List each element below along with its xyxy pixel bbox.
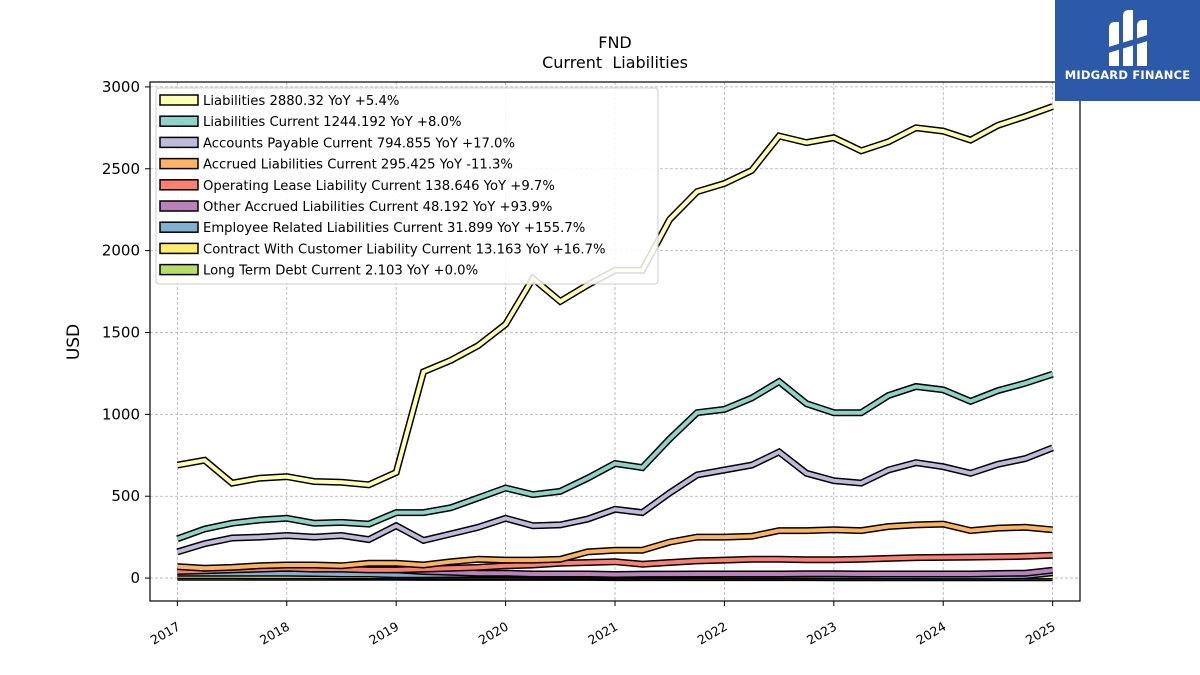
x-tick-label: 2023 [804,619,839,648]
legend-box [155,87,659,285]
y-tick-label: 3000 [102,78,140,96]
chart-title: FND [598,33,632,52]
legend-label: Liabilities Current 1244.192 YoY +8.0% [203,115,461,130]
legend-swatch [159,94,199,106]
legend-swatch [159,179,199,191]
legend-swatch [159,242,199,255]
y-tick-label: 1500 [102,323,140,341]
legend-swatch [159,115,199,127]
legend-label: Operating Lease Liability Current 138.64… [203,179,555,194]
series-line [177,553,1053,574]
series-operating-lease-liability-current [177,551,1053,575]
y-tick-label: 2000 [102,242,140,260]
brand-logo: MIDGARD FINANCE [1055,0,1200,101]
x-tick-label: 2020 [476,619,511,648]
brand-name: MIDGARD FINANCE [1064,68,1191,82]
legend-label: Accounts Payable Current 794.855 YoY +17… [203,136,515,151]
legend-swatch [159,263,199,276]
legend-swatch [159,221,199,233]
legend-label: Accrued Liabilities Current 295.425 YoY … [203,158,513,173]
legend: Liabilities 2880.32 YoY +5.4% Liabilities… [155,87,659,285]
x-tick-label: 2017 [148,619,183,648]
x-tick-label: 2024 [913,619,948,648]
x-tick-label: 2022 [695,619,730,648]
x-tick-label: 2019 [366,619,401,648]
x-tick-label: 2025 [1023,619,1058,648]
series-line [177,522,1053,571]
y-tick-label: 500 [111,487,140,505]
brand-mark-icon [1105,10,1151,66]
x-tick-label: 2021 [585,619,620,648]
y-axis: 0 500 1000 1500 2000 2500 3000 [102,78,150,587]
series-line [176,446,1054,554]
chart-subtitle: Current Liabilities [542,53,688,72]
legend-label: Employee Related Liabilities Current 31.… [203,221,585,236]
series-accounts-payable-current [176,444,1054,556]
y-tick-label: 0 [130,569,140,587]
legend-label: Liabilities 2880.32 YoY +5.4% [203,94,399,109]
legend-swatch [159,200,199,212]
series-liabilities-current [176,370,1054,543]
legend-swatch [159,157,199,170]
y-axis-label: USD [64,324,84,360]
legend-label: Contract With Customer Liability Current… [203,242,606,257]
x-tick-label: 2018 [257,619,292,648]
legend-label: Long Term Debt Current 2.103 YoY +0.0% [203,264,478,279]
y-tick-label: 2500 [102,160,140,178]
legend-swatch [159,136,199,149]
x-axis: 2017 2018 2019 2020 2021 2022 2023 2024 2025 [148,601,1058,648]
series-line [176,372,1054,541]
legend-label: Other Accrued Liabilities Current 48.192… [203,200,552,215]
y-tick-label: 1000 [102,405,140,423]
series-accrued-liabilities-current [177,520,1053,572]
